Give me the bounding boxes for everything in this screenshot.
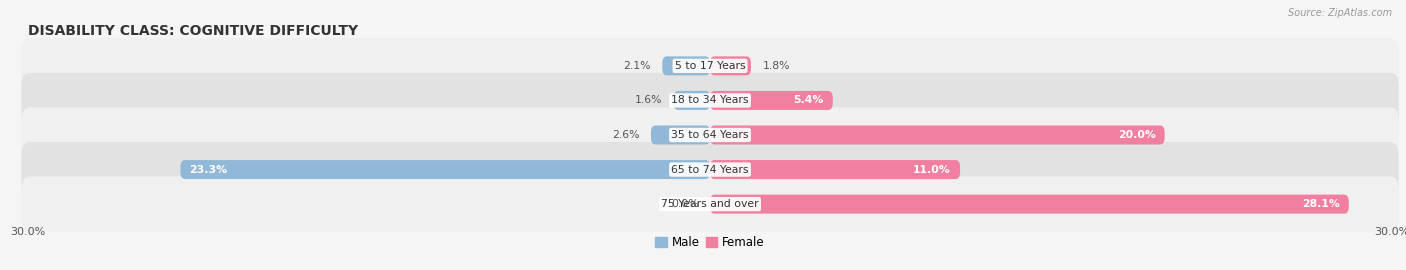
Text: 5 to 17 Years: 5 to 17 Years [675,61,745,71]
Text: 23.3%: 23.3% [190,164,228,175]
Text: Source: ZipAtlas.com: Source: ZipAtlas.com [1288,8,1392,18]
Text: 1.6%: 1.6% [634,95,662,106]
FancyBboxPatch shape [21,177,1399,232]
Text: 5.4%: 5.4% [793,95,824,106]
Text: 75 Years and over: 75 Years and over [661,199,759,209]
Text: 2.6%: 2.6% [612,130,640,140]
FancyBboxPatch shape [710,126,1164,144]
FancyBboxPatch shape [710,56,751,75]
FancyBboxPatch shape [710,160,960,179]
Text: 0.0%: 0.0% [671,199,699,209]
FancyBboxPatch shape [180,160,710,179]
Text: 28.1%: 28.1% [1302,199,1340,209]
FancyBboxPatch shape [21,107,1399,163]
FancyBboxPatch shape [673,91,710,110]
Text: 35 to 64 Years: 35 to 64 Years [671,130,749,140]
Text: 2.1%: 2.1% [623,61,651,71]
FancyBboxPatch shape [710,195,1348,214]
FancyBboxPatch shape [662,56,710,75]
Text: 11.0%: 11.0% [914,164,950,175]
Text: DISABILITY CLASS: COGNITIVE DIFFICULTY: DISABILITY CLASS: COGNITIVE DIFFICULTY [28,24,359,38]
FancyBboxPatch shape [21,142,1399,197]
FancyBboxPatch shape [651,126,710,144]
Text: 65 to 74 Years: 65 to 74 Years [671,164,749,175]
Text: 18 to 34 Years: 18 to 34 Years [671,95,749,106]
Legend: Male, Female: Male, Female [651,231,769,254]
FancyBboxPatch shape [21,38,1399,93]
FancyBboxPatch shape [21,73,1399,128]
Text: 20.0%: 20.0% [1118,130,1156,140]
Text: 1.8%: 1.8% [762,61,790,71]
FancyBboxPatch shape [710,91,832,110]
